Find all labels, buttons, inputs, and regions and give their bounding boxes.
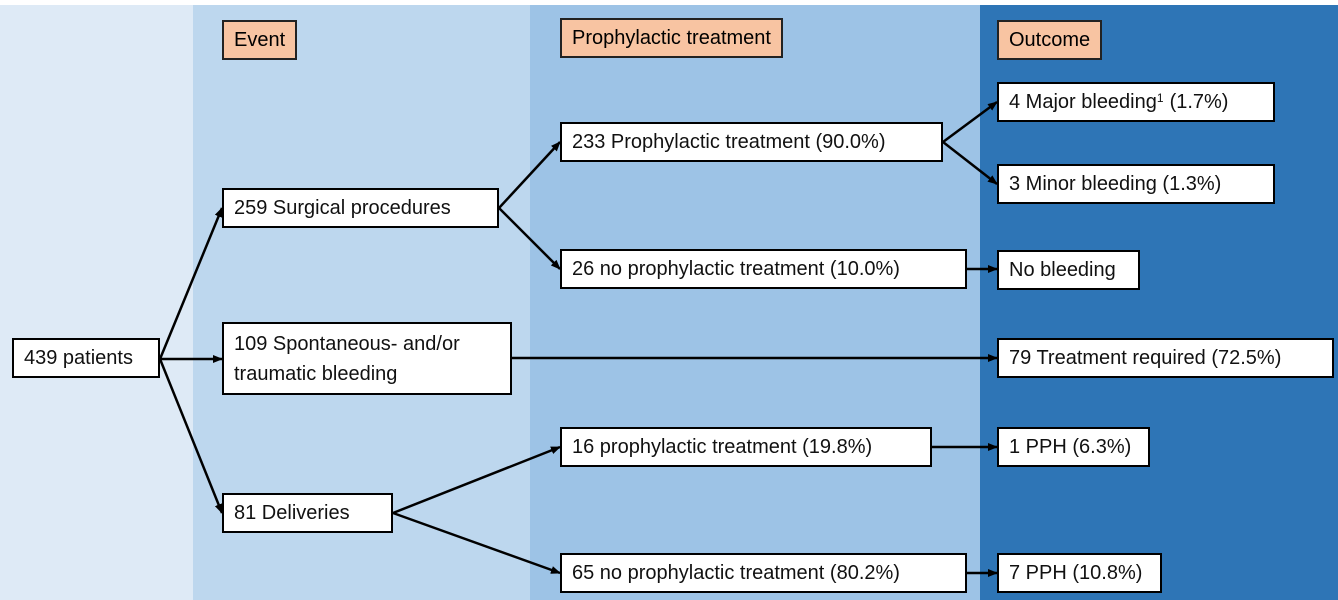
node: 1 PPH (6.3%) [997,427,1150,467]
footnote-mark: 1 [1156,91,1164,105]
node: 3 Minor bleeding (1.3%) [997,164,1275,204]
node: 16 prophylactic treatment (19.8%) [560,427,932,467]
node: 26 no prophylactic treatment (10.0%) [560,249,967,289]
node: No bleeding [997,250,1140,290]
column-background [0,5,193,600]
arrow [158,358,224,514]
node: 65 no prophylactic treatment (80.2%) [560,553,967,593]
node: 4 Major bleeding 1 (1.7%) [997,82,1275,122]
arrow [392,445,561,515]
node-detail: (1.7%) [1169,90,1229,113]
column-header: Event [222,20,298,60]
node: 81 Deliveries [222,493,393,533]
arrow [392,511,561,575]
arrow [498,207,561,270]
node: 233 Prophylactic treatment (90.0%) [560,122,943,162]
arrow [942,100,998,144]
column-background [530,5,980,600]
arrow [498,141,561,209]
node: 109 Spontaneous- and/or traumatic bleedi… [222,322,512,395]
node: 439 patients [12,338,160,378]
arrow [158,207,224,360]
column-header: Outcome [997,20,1103,60]
node-label: 4 Major bleeding [1009,90,1157,113]
node-line: 109 Spontaneous- and/or [234,332,460,355]
arrows [158,100,998,577]
node: 259 Surgical procedures [222,188,499,228]
node-line: traumatic bleeding [234,362,398,385]
arrow [942,141,998,185]
node: 79 Treatment required (72.5%) [997,338,1334,378]
node: 7 PPH (10.8%) [997,553,1162,593]
column-header: Prophylactic treatment [560,18,783,58]
